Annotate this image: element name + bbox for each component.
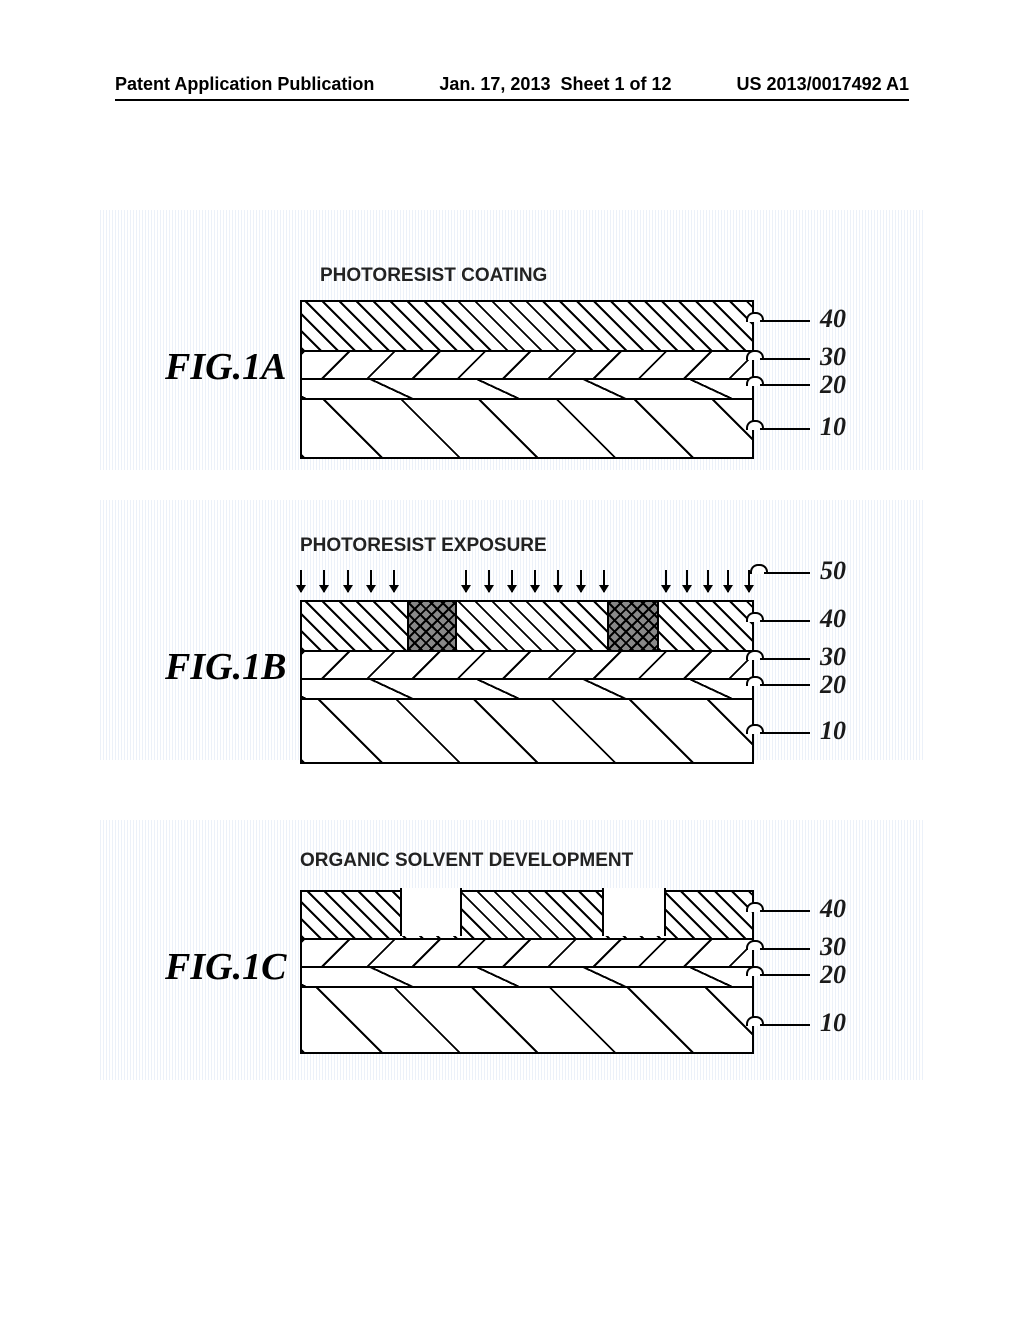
fig1b-lead-10 bbox=[760, 732, 810, 734]
arrow-icon bbox=[300, 570, 302, 592]
fig1c-lead-40 bbox=[760, 910, 810, 912]
fig1a-lead-10 bbox=[760, 428, 810, 430]
fig1b-title: PHOTORESIST EXPOSURE bbox=[300, 535, 547, 557]
fig1a-ref-40: 40 bbox=[820, 304, 846, 334]
fig1a-layer-20 bbox=[302, 378, 752, 398]
arrow-icon bbox=[370, 570, 372, 592]
fig1b-layer-20 bbox=[302, 678, 752, 698]
arrow-icon bbox=[603, 570, 605, 592]
fig1c-diagram bbox=[300, 890, 754, 1054]
fig1b-ref-50: 50 bbox=[820, 556, 846, 586]
fig1a-label: FIG.1A bbox=[165, 345, 286, 389]
fig1c-gap bbox=[602, 888, 666, 936]
fig1c-ref-10: 10 bbox=[820, 1008, 846, 1038]
fig1b-arrows-group-3 bbox=[665, 570, 750, 592]
fig1a-title: PHOTORESIST COATING bbox=[320, 265, 547, 287]
fig1b-arrows-group-2 bbox=[465, 570, 605, 592]
fig1c-label: FIG.1C bbox=[165, 945, 286, 989]
header-left: Patent Application Publication bbox=[115, 74, 374, 95]
fig1b-layer-10 bbox=[302, 698, 752, 762]
fig1b-lead-30 bbox=[760, 658, 810, 660]
arrow-icon bbox=[393, 570, 395, 592]
fig1b-masked-region bbox=[407, 602, 457, 650]
fig1b-ref-10: 10 bbox=[820, 716, 846, 746]
header-right: US 2013/0017492 A1 bbox=[737, 74, 909, 95]
fig1c-ref-40: 40 bbox=[820, 894, 846, 924]
fig1a-lead-30 bbox=[760, 358, 810, 360]
fig1b-lead-20 bbox=[760, 684, 810, 686]
arrow-icon bbox=[488, 570, 490, 592]
fig1c-layer-40 bbox=[302, 890, 752, 938]
fig1a-ref-10: 10 bbox=[820, 412, 846, 442]
header-center: Jan. 17, 2013 Sheet 1 of 12 bbox=[439, 74, 671, 95]
fig1a-layer-40 bbox=[302, 302, 752, 350]
arrow-icon bbox=[323, 570, 325, 592]
arrow-icon bbox=[347, 570, 349, 592]
arrow-icon bbox=[707, 570, 709, 592]
fig1b-ref-20: 20 bbox=[820, 670, 846, 700]
patent-header: Patent Application Publication Jan. 17, … bbox=[115, 74, 909, 101]
fig1a-ref-30: 30 bbox=[820, 342, 846, 372]
arrow-icon bbox=[557, 570, 559, 592]
fig1b-ref-40: 40 bbox=[820, 604, 846, 634]
fig1b-layer-40 bbox=[302, 602, 752, 650]
fig1a-layer-30 bbox=[302, 350, 752, 378]
fig1b-diagram bbox=[300, 600, 754, 764]
arrow-icon bbox=[580, 570, 582, 592]
arrow-icon bbox=[686, 570, 688, 592]
fig1c-layer-20 bbox=[302, 966, 752, 986]
fig1c-layer-30 bbox=[302, 938, 752, 966]
fig1c-layer-10 bbox=[302, 986, 752, 1052]
arrow-icon bbox=[665, 570, 667, 592]
fig1c-ref-30: 30 bbox=[820, 932, 846, 962]
arrow-icon bbox=[534, 570, 536, 592]
arrow-icon bbox=[727, 570, 729, 592]
fig1b-label: FIG.1B bbox=[165, 645, 286, 689]
fig1c-title: ORGANIC SOLVENT DEVELOPMENT bbox=[300, 850, 633, 872]
fig1a-lead-20 bbox=[760, 384, 810, 386]
fig1a-lead-40 bbox=[760, 320, 810, 322]
fig1a-diagram bbox=[300, 300, 754, 459]
fig1b-layer-30 bbox=[302, 650, 752, 678]
fig1b-ref-30: 30 bbox=[820, 642, 846, 672]
page: Patent Application Publication Jan. 17, … bbox=[0, 0, 1024, 1320]
fig1b-masked-region bbox=[607, 602, 659, 650]
arrow-icon bbox=[511, 570, 513, 592]
fig1c-lead-30 bbox=[760, 948, 810, 950]
fig1b-lead-50 bbox=[764, 572, 810, 574]
fig1b-lead-40 bbox=[760, 620, 810, 622]
fig1c-lead-20 bbox=[760, 974, 810, 976]
arrow-icon bbox=[465, 570, 467, 592]
fig1c-gap bbox=[400, 888, 462, 936]
fig1a-layer-10 bbox=[302, 398, 752, 457]
fig1b-arrows-group-1 bbox=[300, 570, 395, 592]
fig1c-ref-20: 20 bbox=[820, 960, 846, 990]
fig1c-lead-10 bbox=[760, 1024, 810, 1026]
fig1a-ref-20: 20 bbox=[820, 370, 846, 400]
